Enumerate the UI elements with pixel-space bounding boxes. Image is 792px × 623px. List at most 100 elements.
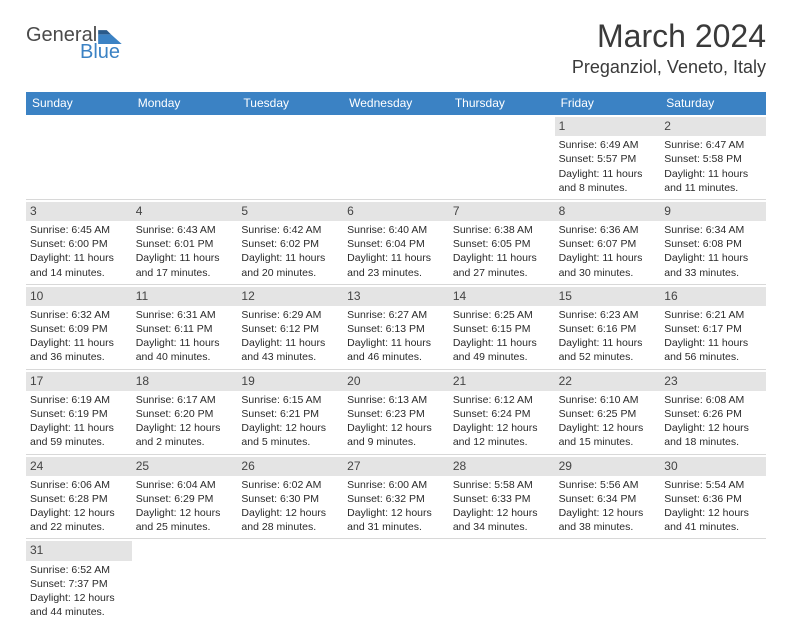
sunrise-text: Sunrise: 6:49 AM: [559, 138, 657, 152]
empty-cell: [449, 115, 555, 200]
day-number: 31: [26, 541, 132, 560]
day-details: Sunrise: 6:43 AMSunset: 6:01 PMDaylight:…: [136, 223, 234, 280]
sunrise-text: Sunrise: 6:47 AM: [664, 138, 762, 152]
sunrise-text: Sunrise: 6:21 AM: [664, 308, 762, 322]
day-number: 10: [26, 287, 132, 306]
day-number: 13: [343, 287, 449, 306]
day-cell: 15Sunrise: 6:23 AMSunset: 6:16 PMDayligh…: [555, 285, 661, 370]
day-details: Sunrise: 6:27 AMSunset: 6:13 PMDaylight:…: [347, 308, 445, 365]
sunrise-text: Sunrise: 6:02 AM: [241, 478, 339, 492]
daylight-text: Daylight: 11 hours and 36 minutes.: [30, 336, 128, 364]
day-number: 27: [343, 457, 449, 476]
day-number: 14: [449, 287, 555, 306]
week-row: 3Sunrise: 6:45 AMSunset: 6:00 PMDaylight…: [26, 200, 766, 285]
week-row: 10 Sunrise: 6:32 AMSunset: 6:09 PMDayligh…: [26, 285, 766, 370]
sunrise-text: Sunrise: 6:29 AM: [241, 308, 339, 322]
daylight-text: Daylight: 12 hours and 22 minutes.: [30, 506, 128, 534]
day-number: 21: [449, 372, 555, 391]
calendar: Sunday Monday Tuesday Wednesday Thursday…: [26, 92, 766, 623]
day-details: Sunrise: 6:15 AMSunset: 6:21 PMDaylight:…: [241, 393, 339, 450]
weekday-tuesday: Tuesday: [237, 92, 343, 115]
empty-cell: [343, 115, 449, 200]
sunset-text: Sunset: 6:20 PM: [136, 407, 234, 421]
day-details: Sunrise: 6:17 AMSunset: 6:20 PMDaylight:…: [136, 393, 234, 450]
day-details: Sunrise: 6:40 AMSunset: 6:04 PMDaylight:…: [347, 223, 445, 280]
sunset-text: Sunset: 6:08 PM: [664, 237, 762, 251]
week-row: 24Sunrise: 6:06 AMSunset: 6:28 PMDayligh…: [26, 455, 766, 540]
weekday-monday: Monday: [132, 92, 238, 115]
day-details: Sunrise: 6:34 AMSunset: 6:08 PMDaylight:…: [664, 223, 762, 280]
sunset-text: Sunset: 6:34 PM: [559, 492, 657, 506]
day-details: Sunrise: 6:52 AMSunset: 7:37 PMDaylight:…: [30, 563, 128, 620]
daylight-text: Daylight: 12 hours and 38 minutes.: [559, 506, 657, 534]
sunrise-text: Sunrise: 6:06 AM: [30, 478, 128, 492]
sunrise-text: Sunrise: 6:10 AM: [559, 393, 657, 407]
sunset-text: Sunset: 7:37 PM: [30, 577, 128, 591]
sunrise-text: Sunrise: 6:17 AM: [136, 393, 234, 407]
sunset-text: Sunset: 6:24 PM: [453, 407, 551, 421]
day-cell: 2 Sunrise: 6:47 AMSunset: 5:58 PMDaylight…: [660, 115, 766, 200]
weekday-thursday: Thursday: [449, 92, 555, 115]
logo-text-blue: Blue: [80, 41, 124, 64]
sunrise-text: Sunrise: 6:13 AM: [347, 393, 445, 407]
logo: GeneralBlue: [26, 24, 124, 64]
empty-cell: [132, 539, 238, 623]
sunset-text: Sunset: 6:16 PM: [559, 322, 657, 336]
day-cell: 30Sunrise: 5:54 AMSunset: 6:36 PMDayligh…: [660, 455, 766, 540]
sunrise-text: Sunrise: 6:23 AM: [559, 308, 657, 322]
sunset-text: Sunset: 6:30 PM: [241, 492, 339, 506]
empty-cell: [237, 539, 343, 623]
sunrise-text: Sunrise: 6:40 AM: [347, 223, 445, 237]
sunset-text: Sunset: 6:26 PM: [664, 407, 762, 421]
sunset-text: Sunset: 6:36 PM: [664, 492, 762, 506]
sunset-text: Sunset: 6:12 PM: [241, 322, 339, 336]
day-cell: 10 Sunrise: 6:32 AMSunset: 6:09 PMDayligh…: [26, 285, 132, 370]
day-number: 7: [449, 202, 555, 221]
day-number: 29: [555, 457, 661, 476]
empty-cell: [26, 115, 132, 200]
sunrise-text: Sunrise: 6:52 AM: [30, 563, 128, 577]
daylight-text: Daylight: 11 hours and 14 minutes.: [30, 251, 128, 279]
day-cell: 27 Sunrise: 6:00 AMSunset: 6:32 PMDayligh…: [343, 455, 449, 540]
day-cell: 24Sunrise: 6:06 AMSunset: 6:28 PMDayligh…: [26, 455, 132, 540]
day-number: 23: [660, 372, 766, 391]
day-details: Sunrise: 6:49 AMSunset: 5:57 PMDaylight:…: [559, 138, 657, 195]
day-cell: 1Sunrise: 6:49 AMSunset: 5:57 PMDaylight…: [555, 115, 661, 200]
daylight-text: Daylight: 12 hours and 2 minutes.: [136, 421, 234, 449]
day-number: 2: [660, 117, 766, 136]
day-details: Sunrise: 6:12 AMSunset: 6:24 PMDaylight:…: [453, 393, 551, 450]
sunset-text: Sunset: 6:33 PM: [453, 492, 551, 506]
day-cell: 11Sunrise: 6:31 AMSunset: 6:11 PMDayligh…: [132, 285, 238, 370]
daylight-text: Daylight: 12 hours and 12 minutes.: [453, 421, 551, 449]
week-row: 1Sunrise: 6:49 AMSunset: 5:57 PMDaylight…: [26, 115, 766, 200]
day-number: 18: [132, 372, 238, 391]
day-cell: 25Sunrise: 6:04 AMSunset: 6:29 PMDayligh…: [132, 455, 238, 540]
sunset-text: Sunset: 6:15 PM: [453, 322, 551, 336]
daylight-text: Daylight: 11 hours and 27 minutes.: [453, 251, 551, 279]
day-number: 17: [26, 372, 132, 391]
day-details: Sunrise: 6:08 AMSunset: 6:26 PMDaylight:…: [664, 393, 762, 450]
sunset-text: Sunset: 5:58 PM: [664, 152, 762, 166]
day-number: 5: [237, 202, 343, 221]
day-details: Sunrise: 6:47 AMSunset: 5:58 PMDaylight:…: [664, 138, 762, 195]
day-details: Sunrise: 6:42 AMSunset: 6:02 PMDaylight:…: [241, 223, 339, 280]
daylight-text: Daylight: 11 hours and 11 minutes.: [664, 167, 762, 195]
week-row: 31 Sunrise: 6:52 AMSunset: 7:37 PMDayligh…: [26, 539, 766, 623]
day-cell: 20Sunrise: 6:13 AMSunset: 6:23 PMDayligh…: [343, 370, 449, 455]
daylight-text: Daylight: 11 hours and 59 minutes.: [30, 421, 128, 449]
day-number: 12: [237, 287, 343, 306]
sunrise-text: Sunrise: 6:43 AM: [136, 223, 234, 237]
daylight-text: Daylight: 12 hours and 9 minutes.: [347, 421, 445, 449]
day-details: Sunrise: 6:29 AMSunset: 6:12 PMDaylight:…: [241, 308, 339, 365]
daylight-text: Daylight: 12 hours and 15 minutes.: [559, 421, 657, 449]
sunset-text: Sunset: 6:07 PM: [559, 237, 657, 251]
day-cell: 31 Sunrise: 6:52 AMSunset: 7:37 PMDayligh…: [26, 539, 132, 623]
day-details: Sunrise: 6:32 AMSunset: 6:09 PMDaylight:…: [30, 308, 128, 365]
day-cell: 8Sunrise: 6:36 AMSunset: 6:07 PMDaylight…: [555, 200, 661, 285]
day-details: Sunrise: 6:00 AMSunset: 6:32 PMDaylight:…: [347, 478, 445, 535]
empty-cell: [449, 539, 555, 623]
sunrise-text: Sunrise: 6:19 AM: [30, 393, 128, 407]
day-number: 4: [132, 202, 238, 221]
day-details: Sunrise: 6:19 AMSunset: 6:19 PMDaylight:…: [30, 393, 128, 450]
day-number: 22: [555, 372, 661, 391]
